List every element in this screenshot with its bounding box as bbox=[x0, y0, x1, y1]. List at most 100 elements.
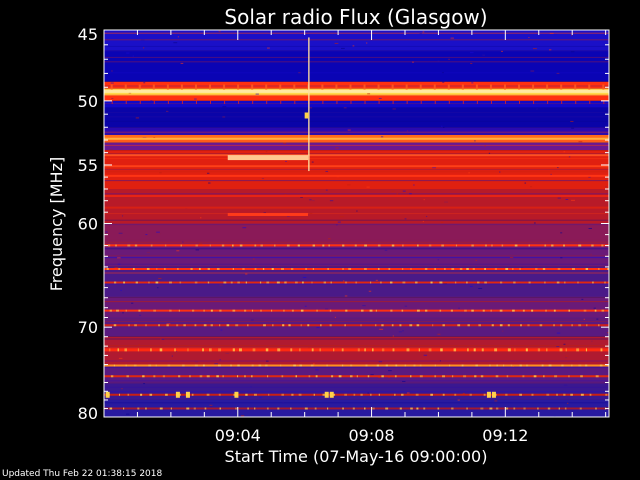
texture-speckle bbox=[583, 318, 585, 320]
line-sparkle bbox=[542, 268, 546, 271]
line-sparkle bbox=[178, 375, 181, 378]
line-sparkle bbox=[556, 281, 560, 284]
line-sparkle bbox=[219, 407, 222, 410]
line-sparkle bbox=[146, 268, 150, 271]
texture-row bbox=[104, 382, 609, 384]
texture-speckle bbox=[347, 129, 351, 131]
texture-speckle bbox=[406, 130, 408, 132]
line-sparkle bbox=[166, 324, 169, 327]
line-sparkle bbox=[360, 324, 362, 327]
line-sparkle bbox=[179, 281, 182, 284]
line-sparkle bbox=[439, 281, 443, 284]
line-sparkle bbox=[203, 324, 207, 327]
texture-row bbox=[104, 45, 609, 47]
line-sparkle bbox=[132, 268, 135, 271]
periodic-interference bbox=[392, 100, 394, 104]
line-sparkle bbox=[177, 268, 179, 271]
line-sparkle bbox=[410, 407, 413, 410]
line-sparkle bbox=[525, 348, 528, 352]
line-sparkle bbox=[148, 364, 152, 367]
line-sparkle bbox=[276, 281, 280, 284]
texture-speckle bbox=[379, 328, 384, 330]
burst-1 bbox=[175, 391, 180, 398]
line-sparkle bbox=[361, 309, 364, 312]
texture-speckle bbox=[554, 34, 557, 36]
frequency-band-0 bbox=[104, 30, 609, 51]
line-sparkle bbox=[206, 393, 210, 396]
line-sparkle bbox=[441, 244, 444, 247]
texture-speckle bbox=[556, 346, 560, 348]
texture-speckle bbox=[580, 86, 584, 88]
line-sparkle bbox=[416, 407, 419, 410]
line-sparkle bbox=[605, 393, 608, 396]
texture-speckle bbox=[365, 42, 368, 44]
line-sparkle bbox=[235, 324, 239, 327]
line-sparkle bbox=[406, 348, 410, 352]
line-sparkle bbox=[544, 244, 547, 247]
line-sparkle bbox=[267, 375, 269, 378]
periodic-interference bbox=[574, 84, 577, 90]
texture-row bbox=[104, 169, 609, 171]
periodic-interference bbox=[519, 100, 521, 104]
texture-speckle bbox=[509, 256, 514, 258]
periodic-interference bbox=[561, 100, 563, 104]
line-sparkle bbox=[546, 348, 548, 352]
line-sparkle bbox=[522, 309, 525, 312]
line-sparkle bbox=[570, 393, 573, 396]
line-sparkle bbox=[315, 375, 318, 378]
texture-speckle bbox=[404, 305, 408, 307]
x-tick-label-0: 09:04 bbox=[215, 426, 261, 445]
line-sparkle bbox=[548, 364, 552, 367]
line-sparkle bbox=[183, 324, 186, 327]
line-sparkle bbox=[563, 393, 566, 396]
texture-speckle bbox=[478, 287, 483, 289]
line-sparkle bbox=[571, 364, 573, 367]
line-sparkle bbox=[266, 281, 270, 284]
line-sparkle bbox=[125, 309, 127, 312]
line-sparkle bbox=[451, 407, 454, 410]
texture-speckle bbox=[267, 47, 270, 49]
line-sparkle bbox=[467, 324, 470, 327]
texture-speckle bbox=[524, 182, 527, 184]
texture-speckle bbox=[143, 383, 146, 385]
line-sparkle bbox=[169, 309, 172, 312]
texture-speckle bbox=[441, 72, 444, 74]
line-sparkle bbox=[308, 375, 311, 378]
texture-speckle bbox=[222, 106, 227, 108]
line-sparkle bbox=[344, 393, 347, 396]
texture-row bbox=[104, 50, 609, 52]
line-sparkle bbox=[450, 309, 453, 312]
line-sparkle bbox=[252, 348, 256, 352]
line-sparkle bbox=[304, 407, 308, 410]
texture-speckle bbox=[593, 307, 596, 309]
periodic-interference bbox=[167, 100, 169, 104]
line-sparkle bbox=[591, 244, 594, 247]
texture-speckle bbox=[501, 50, 503, 52]
line-sparkle bbox=[461, 364, 464, 367]
texture-speckle bbox=[339, 216, 344, 218]
texture-speckle bbox=[307, 347, 311, 349]
line-sparkle bbox=[223, 281, 227, 284]
line-sparkle bbox=[342, 244, 345, 247]
texture-speckle bbox=[206, 172, 210, 174]
line-sparkle bbox=[578, 364, 582, 367]
line-sparkle bbox=[127, 393, 130, 396]
line-sparkle bbox=[199, 375, 203, 378]
line-sparkle bbox=[601, 309, 605, 312]
texture-speckle bbox=[423, 354, 428, 356]
line-sparkle bbox=[607, 364, 609, 367]
texture-speckle bbox=[329, 200, 334, 202]
texture-speckle bbox=[418, 322, 421, 324]
line-sparkle bbox=[202, 364, 205, 367]
line-sparkle bbox=[434, 268, 436, 271]
line-sparkle bbox=[295, 281, 298, 284]
line-sparkle bbox=[505, 268, 509, 271]
line-sparkle bbox=[209, 348, 212, 352]
line-sparkle bbox=[419, 364, 422, 367]
line-sparkle bbox=[330, 281, 332, 284]
line-sparkle bbox=[258, 364, 262, 367]
updated-timestamp: Updated Thu Feb 22 01:38:15 2018 bbox=[2, 469, 163, 479]
line-sparkle bbox=[106, 268, 109, 271]
line-sparkle bbox=[134, 244, 138, 247]
texture-row bbox=[104, 219, 609, 221]
